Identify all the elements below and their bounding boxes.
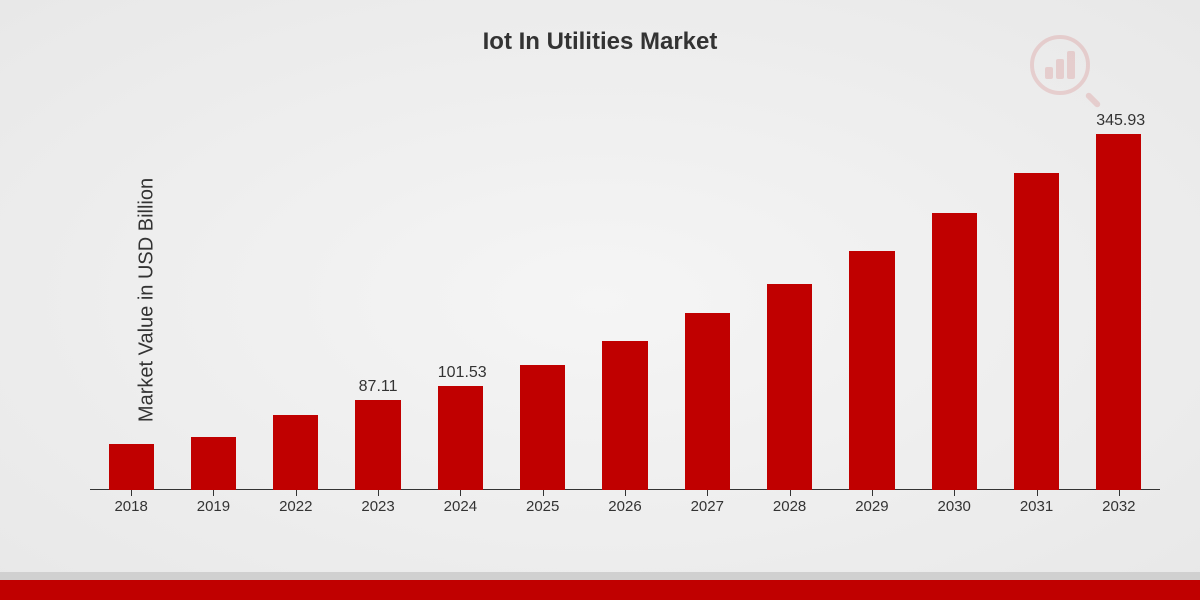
x-tick-label: 2025 bbox=[502, 498, 584, 515]
data-bar: 87.11 bbox=[355, 400, 400, 490]
x-tick-label: 2018 bbox=[90, 498, 172, 515]
x-tick bbox=[872, 490, 873, 496]
x-tick bbox=[1037, 490, 1038, 496]
data-bar: 345.93 bbox=[1096, 134, 1141, 490]
x-tick-label: 2019 bbox=[172, 498, 254, 515]
data-bar bbox=[191, 437, 236, 490]
data-bar bbox=[685, 313, 730, 490]
x-tick bbox=[954, 490, 955, 496]
bar-value-label: 101.53 bbox=[438, 364, 483, 382]
x-tick bbox=[790, 490, 791, 496]
x-tick bbox=[378, 490, 379, 496]
x-tick-label: 2031 bbox=[995, 498, 1077, 515]
x-tick-label: 2032 bbox=[1078, 498, 1160, 515]
x-tick bbox=[1119, 490, 1120, 496]
data-bar bbox=[932, 213, 977, 491]
footer-stripe-red bbox=[0, 580, 1200, 600]
chart-title: Iot In Utilities Market bbox=[0, 28, 1200, 56]
x-tick bbox=[625, 490, 626, 496]
x-tick-label: 2027 bbox=[666, 498, 748, 515]
data-bar: 101.53 bbox=[438, 386, 483, 490]
data-bar bbox=[273, 415, 318, 490]
x-tick-label: 2029 bbox=[831, 498, 913, 515]
x-tick bbox=[707, 490, 708, 496]
footer-stripe-gray bbox=[0, 572, 1200, 580]
chart-plot-area: 20182019202287.112023101.532024202520262… bbox=[90, 120, 1160, 520]
data-bar bbox=[767, 284, 812, 490]
x-tick-label: 2030 bbox=[913, 498, 995, 515]
x-tick-label: 2022 bbox=[255, 498, 337, 515]
x-tick-label: 2024 bbox=[419, 498, 501, 515]
x-tick bbox=[460, 490, 461, 496]
x-tick-label: 2026 bbox=[584, 498, 666, 515]
x-tick bbox=[131, 490, 132, 496]
data-bar bbox=[602, 341, 647, 490]
watermark-logo bbox=[1030, 35, 1100, 105]
x-tick bbox=[543, 490, 544, 496]
data-bar bbox=[109, 444, 154, 490]
bar-value-label: 345.93 bbox=[1096, 112, 1141, 130]
bar-value-label: 87.11 bbox=[355, 378, 400, 396]
x-tick-label: 2023 bbox=[337, 498, 419, 515]
x-tick-label: 2028 bbox=[748, 498, 830, 515]
data-bar bbox=[520, 365, 565, 490]
x-tick bbox=[296, 490, 297, 496]
x-tick bbox=[213, 490, 214, 496]
data-bar bbox=[849, 251, 894, 490]
data-bar bbox=[1014, 173, 1059, 490]
